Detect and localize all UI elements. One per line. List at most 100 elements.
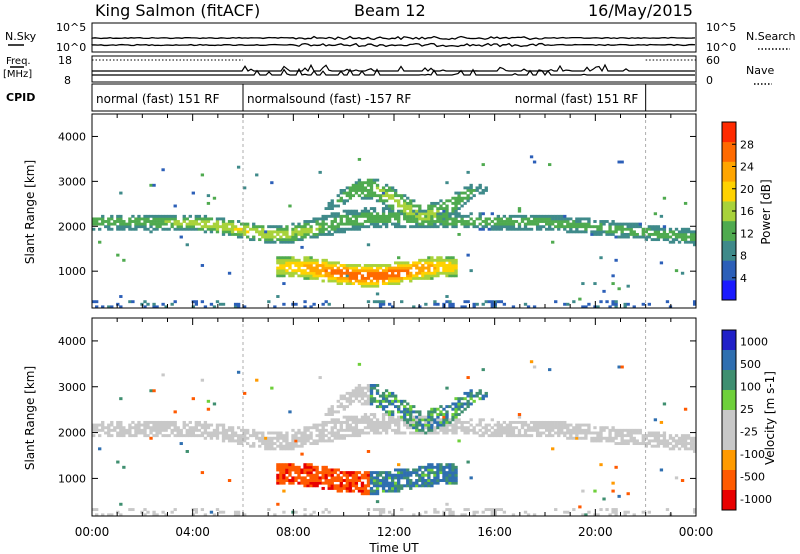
- power-cell: [387, 266, 392, 270]
- velocity-cell: [659, 439, 664, 443]
- velocity-cell: [369, 384, 374, 387]
- velocity-cell: [599, 439, 603, 443]
- velocity-cell: [475, 391, 479, 395]
- power-cell: [448, 217, 452, 221]
- power-cell: [454, 199, 458, 203]
- power-cell: [227, 232, 232, 236]
- velocity-cell: [617, 434, 621, 438]
- velocity-cell: [164, 423, 168, 427]
- power-cell: [381, 269, 386, 273]
- velocity-cell: [339, 484, 343, 488]
- power-cell: [384, 266, 389, 270]
- power-cell: [330, 274, 334, 278]
- velocity-cell: [403, 415, 407, 419]
- power-cell: [369, 196, 374, 200]
- power-cell: [484, 220, 488, 223]
- power-cell: [179, 227, 183, 231]
- velocity-cell: [342, 420, 346, 424]
- velocity-cell: [557, 426, 561, 430]
- velocity-cell: [351, 481, 356, 485]
- power-cell: [436, 212, 440, 216]
- power-cell: [122, 225, 126, 229]
- velocity-cell: [445, 418, 449, 422]
- power-cell: [354, 225, 359, 229]
- velocity-cell: [279, 476, 283, 480]
- power-cell: [309, 269, 313, 273]
- velocity-cell: [173, 428, 177, 432]
- power-cell: [436, 264, 440, 267]
- power-cell: [599, 225, 603, 229]
- velocity-cell: [484, 426, 488, 430]
- velocity-cell: [686, 436, 691, 440]
- velocity-cell: [472, 431, 476, 435]
- power-cell: [372, 191, 377, 195]
- power-cell: [532, 217, 537, 221]
- velocity-cell: [508, 431, 513, 435]
- power-cell: [119, 295, 123, 298]
- velocity-cell: [659, 420, 664, 424]
- velocity-cell: [348, 418, 353, 422]
- velocity-cell: [309, 484, 313, 488]
- power-cell: [285, 256, 289, 260]
- power-cell: [421, 271, 425, 275]
- power-cell: [421, 225, 425, 229]
- velocity-cell: [276, 481, 280, 485]
- velocity-cell: [333, 471, 337, 475]
- velocity-cell: [454, 407, 458, 411]
- power-cell: [348, 279, 353, 283]
- power-cell: [113, 220, 117, 223]
- velocity-cell: [158, 428, 162, 432]
- velocity-cell: [345, 486, 349, 490]
- power-cell: [294, 264, 298, 267]
- velocity-cell: [390, 394, 395, 398]
- velocity-cell: [692, 510, 697, 514]
- power-cell: [345, 227, 349, 231]
- power-cell: [575, 217, 579, 221]
- velocity-cell: [554, 431, 558, 435]
- velocity-cell: [221, 439, 226, 443]
- power-cell: [221, 227, 226, 231]
- power-ytick-label: 2000: [58, 220, 86, 233]
- velocity-cell: [578, 426, 582, 430]
- power-cell: [445, 295, 449, 298]
- power-colorbar-segment: [722, 181, 736, 202]
- power-cell: [312, 258, 316, 262]
- velocity-cell: [538, 434, 543, 438]
- velocity-cell: [185, 431, 189, 435]
- power-cell: [466, 300, 470, 304]
- power-cell: [523, 227, 528, 231]
- velocity-cell: [427, 413, 431, 416]
- power-cell: [209, 225, 214, 229]
- power-cell: [255, 230, 259, 234]
- power-cell: [185, 217, 189, 221]
- velocity-cell: [327, 439, 331, 443]
- power-cell: [366, 269, 371, 273]
- power-cell: [270, 225, 274, 229]
- velocity-cell: [131, 508, 135, 512]
- freq-trace-b: [92, 67, 695, 77]
- power-cell: [484, 217, 488, 221]
- power-cell: [578, 297, 582, 301]
- velocity-cell: [267, 447, 271, 451]
- power-cell: [363, 269, 368, 273]
- power-cell: [481, 191, 485, 195]
- velocity-cell: [463, 397, 467, 401]
- velocity-cell: [454, 402, 458, 406]
- power-cell: [297, 264, 301, 267]
- power-cell: [472, 222, 476, 226]
- velocity-cell: [384, 473, 389, 477]
- velocity-cell: [412, 481, 416, 485]
- power-cell: [324, 217, 328, 221]
- power-cell: [327, 201, 331, 205]
- power-cell: [412, 274, 416, 278]
- power-cell: [200, 173, 205, 177]
- velocity-cell: [134, 426, 138, 430]
- velocity-cell: [451, 402, 455, 406]
- power-cell: [412, 204, 416, 208]
- velocity-cell: [227, 428, 232, 432]
- power-cell: [406, 261, 410, 265]
- power-cell: [436, 271, 440, 275]
- velocity-cell: [200, 423, 205, 427]
- power-cell: [662, 227, 667, 231]
